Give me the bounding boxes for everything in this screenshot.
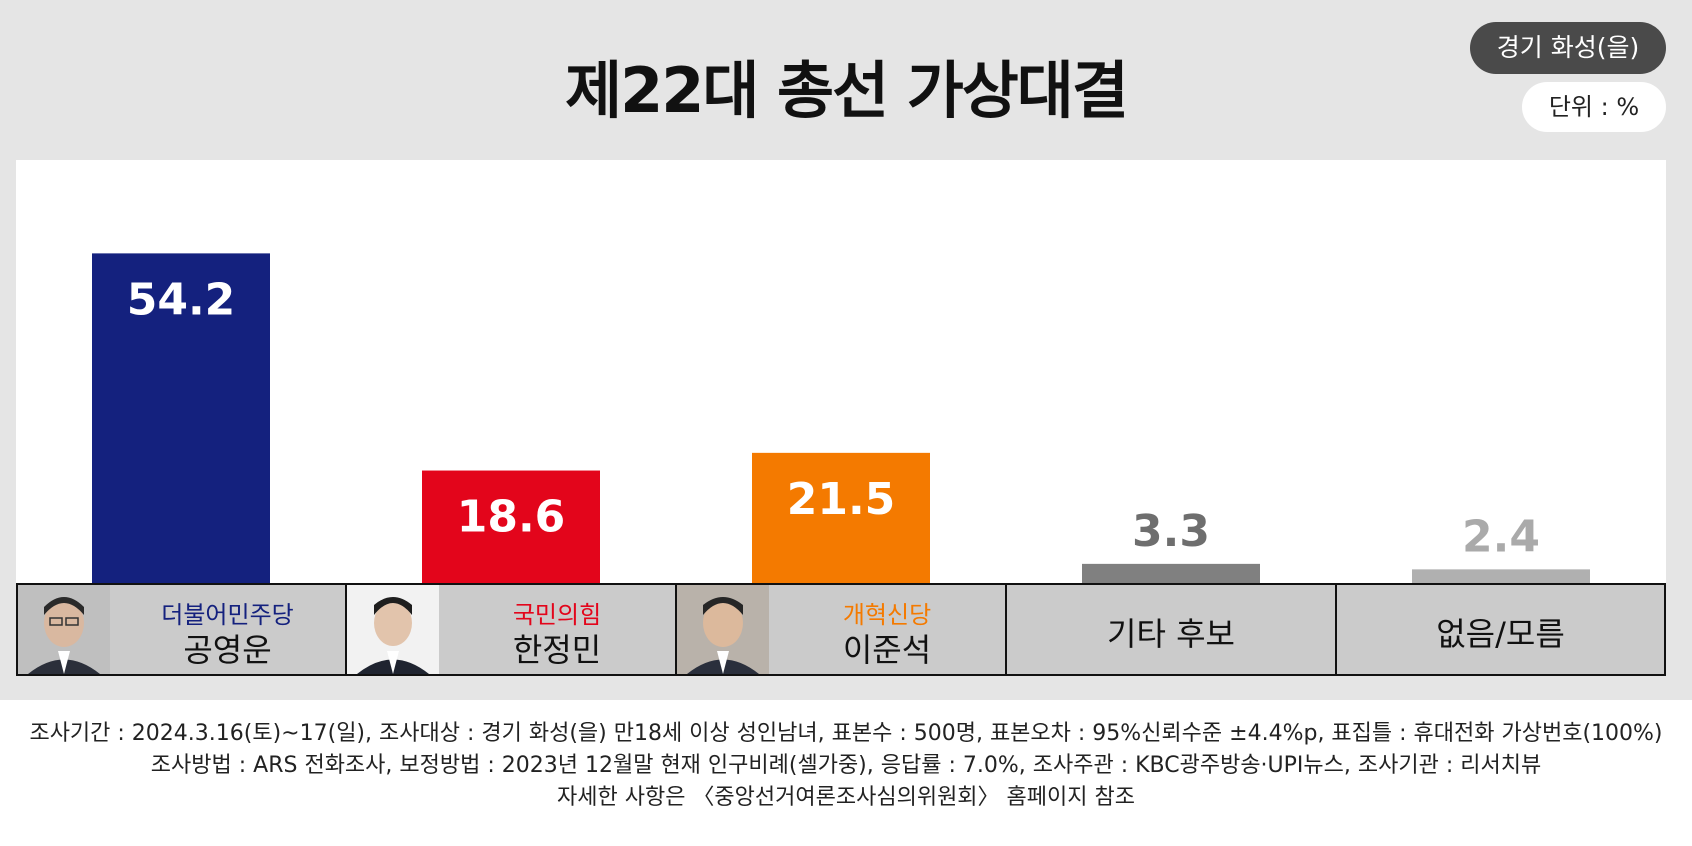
header: 제22대 총선 가상대결 경기 화성(을) 단위 : % xyxy=(0,0,1692,160)
bar-value-label: 18.6 xyxy=(457,492,566,543)
bar-1 xyxy=(92,253,270,584)
candidate-label-row: 더불어민주당 공영운 국민의힘 한정민 xyxy=(16,583,1666,676)
candidate-cell-none: 없음/모름 xyxy=(1337,585,1666,674)
category-name: 기타 후보 xyxy=(1107,615,1235,653)
bar-value-label: 54.2 xyxy=(127,274,236,325)
bar-value-label: 2.4 xyxy=(1462,511,1540,562)
party-label: 개혁신당 xyxy=(842,601,932,629)
bar-3 xyxy=(752,452,930,584)
bar-5 xyxy=(1412,569,1590,584)
footnote-line-3: 자세한 사항은 〈중앙선거여론조사심의위원회〉 홈페이지 참조 xyxy=(557,785,1135,810)
candidate-photo-gong xyxy=(18,585,110,674)
frame-bottom xyxy=(0,676,1692,700)
chart-title: 제22대 총선 가상대결 xyxy=(565,54,1129,127)
bar-value-label: 21.5 xyxy=(787,474,896,525)
bar-value-label: 3.3 xyxy=(1132,506,1210,557)
candidate-name: 이준석 xyxy=(842,631,932,669)
frame-left xyxy=(0,160,16,700)
footnote-line-1: 조사기간 : 2024.3.16(토)~17(일), 조사대상 : 경기 화성(… xyxy=(29,721,1663,746)
candidate-cell-gong: 더불어민주당 공영운 xyxy=(16,585,347,674)
category-name: 없음/모름 xyxy=(1436,615,1565,653)
unit-badge: 단위 : % xyxy=(1522,82,1666,132)
bar-4 xyxy=(1082,563,1260,584)
candidate-photo-lee xyxy=(677,585,769,674)
candidate-cell-lee: 개혁신당 이준석 xyxy=(677,585,1007,674)
candidate-name: 공영운 xyxy=(183,631,272,669)
frame-right xyxy=(1666,160,1692,700)
candidate-name: 한정민 xyxy=(512,631,602,669)
region-badge: 경기 화성(을) xyxy=(1470,22,1666,74)
party-label: 더불어민주당 xyxy=(161,601,294,629)
survey-footnote: 조사기간 : 2024.3.16(토)~17(일), 조사대상 : 경기 화성(… xyxy=(0,718,1692,814)
candidate-photo-han xyxy=(347,585,439,674)
bar-2 xyxy=(422,470,600,584)
party-label: 국민의힘 xyxy=(512,601,602,629)
footnote-line-2: 조사방법 : ARS 전화조사, 보정방법 : 2023년 12월말 현재 인구… xyxy=(150,753,1542,778)
candidate-cell-other: 기타 후보 xyxy=(1007,585,1337,674)
candidate-cell-han: 국민의힘 한정민 xyxy=(347,585,677,674)
